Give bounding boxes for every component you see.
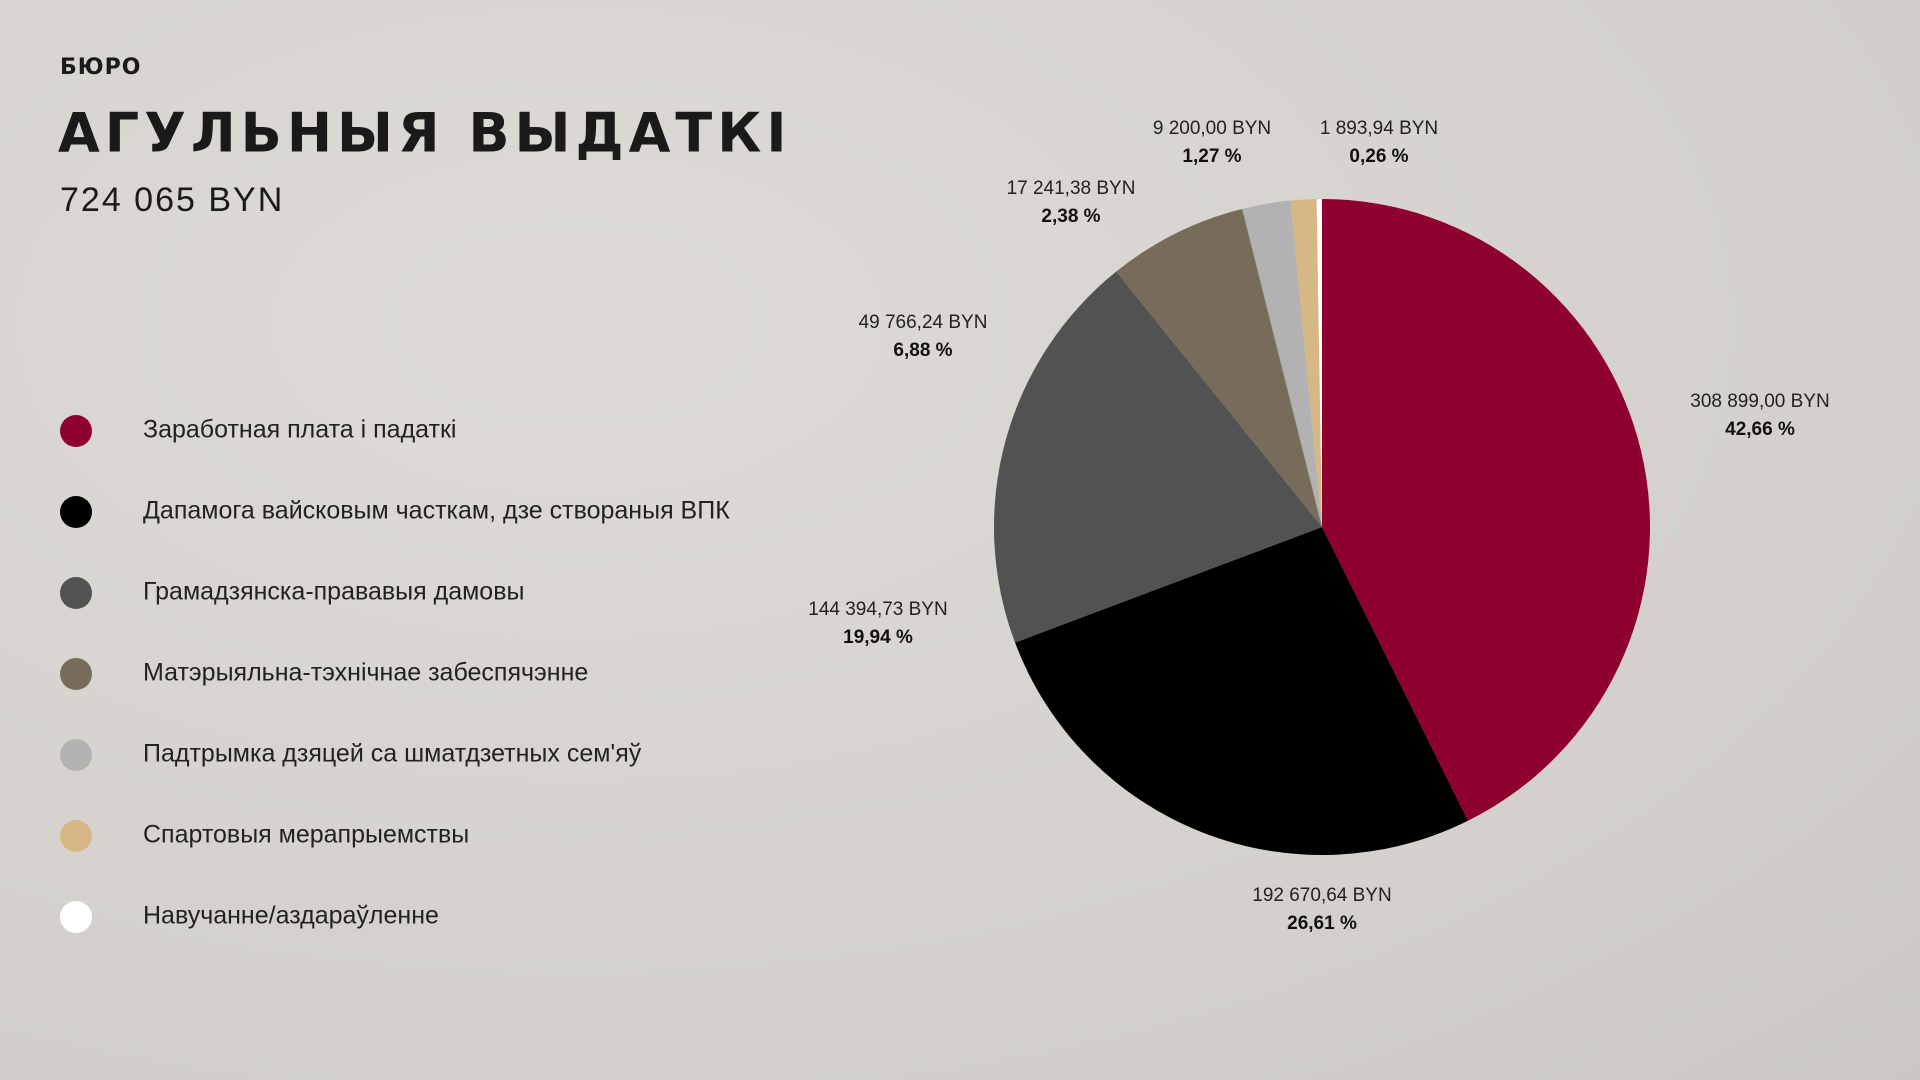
- legend-swatch: [60, 415, 92, 447]
- legend-label: Навучанне/аздараўленне: [143, 902, 439, 930]
- percent-label: 6,88 %: [893, 340, 952, 361]
- pie-slice: [1015, 527, 1468, 855]
- pie-slice: [1290, 199, 1322, 527]
- legend-label: Заработная плата і падаткі: [143, 416, 456, 444]
- legend-label: Падтрымка дзяцей са шматдзетных сем'яў: [143, 740, 642, 768]
- chart-title: АГУЛЬНЫЯ ВЫДАТКІ: [58, 102, 791, 165]
- pie-slice: [1322, 199, 1650, 821]
- percent-label: 1,27 %: [1182, 146, 1241, 167]
- legend-label: Матэрыяльна-тэхнічнае забеспячэнне: [143, 659, 588, 687]
- amount-label: 144 394,73 BYN: [808, 599, 947, 620]
- legend-label: Спартовыя мерапрыемствы: [143, 821, 469, 849]
- percent-label: 26,61 %: [1287, 913, 1357, 934]
- legend-label: Дапамога вайсковым часткам, дзе створаны…: [143, 497, 730, 525]
- amount-label: 308 899,00 BYN: [1690, 391, 1829, 412]
- legend-label: Грамадзянска-прававыя дамовы: [143, 578, 524, 606]
- legend-swatch: [60, 658, 92, 690]
- amount-label: 9 200,00 BYN: [1153, 118, 1271, 139]
- pie-slice: [1116, 208, 1322, 527]
- amount-label: 49 766,24 BYN: [859, 312, 988, 333]
- legend-swatch: [60, 577, 92, 609]
- amount-label: 1 893,94 BYN: [1320, 118, 1438, 139]
- amount-label: 17 241,38 BYN: [1007, 178, 1136, 199]
- pie-slice: [1242, 200, 1322, 527]
- chart-subtitle: 724 065 BYN: [60, 181, 284, 219]
- percent-label: 2,38 %: [1041, 206, 1100, 227]
- pie-slice: [993, 271, 1322, 643]
- pie-slice: [1316, 199, 1322, 527]
- legend-swatch: [60, 496, 92, 528]
- legend-swatch: [60, 820, 92, 852]
- brand: БЮРО: [60, 55, 141, 80]
- percent-label: 0,26 %: [1349, 146, 1408, 167]
- legend-swatch: [60, 901, 92, 933]
- legend-swatch: [60, 739, 92, 771]
- percent-label: 42,66 %: [1725, 419, 1795, 440]
- amount-label: 192 670,64 BYN: [1252, 885, 1391, 906]
- percent-label: 19,94 %: [843, 627, 913, 648]
